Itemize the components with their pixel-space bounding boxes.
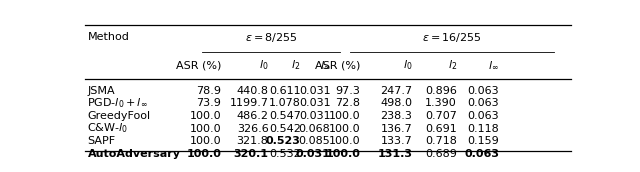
Text: 136.7: 136.7 xyxy=(381,123,412,134)
Text: 0.068: 0.068 xyxy=(299,123,330,134)
Text: C&W-$l_0$: C&W-$l_0$ xyxy=(88,122,129,136)
Text: 100.0: 100.0 xyxy=(189,136,221,146)
Text: 0.159: 0.159 xyxy=(467,136,499,146)
Text: 238.3: 238.3 xyxy=(380,111,412,121)
Text: 0.118: 0.118 xyxy=(467,123,499,134)
Text: 0.542: 0.542 xyxy=(269,123,301,134)
Text: 100.0: 100.0 xyxy=(189,123,221,134)
Text: $l_2$: $l_2$ xyxy=(448,58,457,72)
Text: 73.9: 73.9 xyxy=(196,98,221,108)
Text: 326.6: 326.6 xyxy=(237,123,269,134)
Text: 0.896: 0.896 xyxy=(425,86,457,96)
Text: 0.031: 0.031 xyxy=(299,98,330,108)
Text: 0.718: 0.718 xyxy=(425,136,457,146)
Text: 100.0: 100.0 xyxy=(328,123,360,134)
Text: 0.063: 0.063 xyxy=(467,86,499,96)
Text: 78.9: 78.9 xyxy=(196,86,221,96)
Text: PGD-$l_0 + l_\infty$: PGD-$l_0 + l_\infty$ xyxy=(88,96,148,110)
Text: 133.7: 133.7 xyxy=(381,136,412,146)
Text: $\epsilon = 8/255$: $\epsilon = 8/255$ xyxy=(245,31,297,44)
Text: $l_\infty$: $l_\infty$ xyxy=(320,59,330,71)
Text: 0.063: 0.063 xyxy=(467,98,499,108)
Text: 498.0: 498.0 xyxy=(380,98,412,108)
Text: 72.8: 72.8 xyxy=(335,98,360,108)
Text: 100.0: 100.0 xyxy=(186,149,221,159)
Text: 131.3: 131.3 xyxy=(378,149,412,159)
Text: $l_0$: $l_0$ xyxy=(259,58,269,72)
Text: 247.7: 247.7 xyxy=(380,86,412,96)
Text: Method: Method xyxy=(88,32,129,42)
Text: 0.691: 0.691 xyxy=(425,123,457,134)
Text: 100.0: 100.0 xyxy=(189,111,221,121)
Text: 100.0: 100.0 xyxy=(325,149,360,159)
Text: AutoAdversary: AutoAdversary xyxy=(88,149,180,159)
Text: $l_\infty$: $l_\infty$ xyxy=(488,59,499,71)
Text: 321.8: 321.8 xyxy=(237,136,269,146)
Text: 0.063: 0.063 xyxy=(464,149,499,159)
Text: GreedyFool: GreedyFool xyxy=(88,111,150,121)
Text: $l_2$: $l_2$ xyxy=(291,58,301,72)
Text: ASR (%): ASR (%) xyxy=(176,60,221,70)
Text: 486.2: 486.2 xyxy=(237,111,269,121)
Text: 100.0: 100.0 xyxy=(328,111,360,121)
Text: 1199.7: 1199.7 xyxy=(230,98,269,108)
Text: 0.031: 0.031 xyxy=(299,86,330,96)
Text: 0.523: 0.523 xyxy=(266,136,301,146)
Text: SAPF: SAPF xyxy=(88,136,116,146)
Text: $\epsilon = 16/255$: $\epsilon = 16/255$ xyxy=(422,31,482,44)
Text: 97.3: 97.3 xyxy=(335,86,360,96)
Text: 0.031: 0.031 xyxy=(296,149,330,159)
Text: 0.689: 0.689 xyxy=(425,149,457,159)
Text: 440.8: 440.8 xyxy=(237,86,269,96)
Text: 0.707: 0.707 xyxy=(425,111,457,121)
Text: 1.078: 1.078 xyxy=(269,98,301,108)
Text: 0.031: 0.031 xyxy=(299,111,330,121)
Text: JSMA: JSMA xyxy=(88,86,115,96)
Text: $l_0$: $l_0$ xyxy=(403,58,412,72)
Text: 320.1: 320.1 xyxy=(234,149,269,159)
Text: 100.0: 100.0 xyxy=(328,136,360,146)
Text: 0.085: 0.085 xyxy=(299,136,330,146)
Text: ASR (%): ASR (%) xyxy=(315,60,360,70)
Text: 0.611: 0.611 xyxy=(269,86,301,96)
Text: 0.547: 0.547 xyxy=(269,111,301,121)
Text: 1.390: 1.390 xyxy=(425,98,457,108)
Text: 0.063: 0.063 xyxy=(467,111,499,121)
Text: 0.532: 0.532 xyxy=(269,149,301,159)
